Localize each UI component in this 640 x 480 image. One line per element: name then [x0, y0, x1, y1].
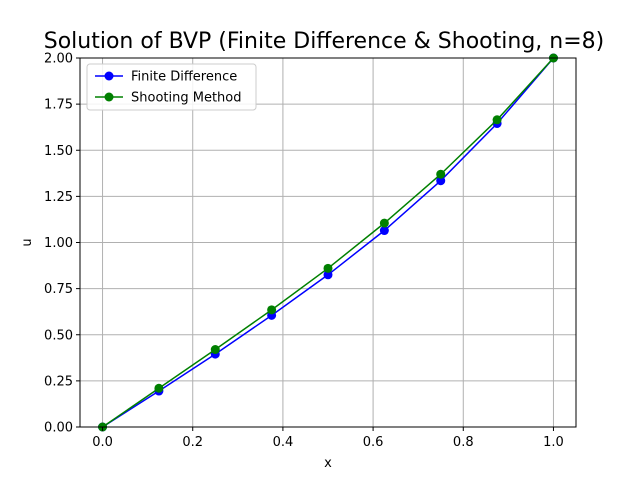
legend-marker-shooting-method — [104, 92, 114, 102]
axis-ticks: 0.0 0.2 0.4 0.6 0.8 1.0 0.00 0.25 0.50 0.75 1.00 1.… — [44, 52, 564, 451]
shooting-method-point — [436, 169, 446, 179]
shooting-method-point — [323, 263, 333, 273]
legend-label-finite-difference: Finite Difference — [131, 70, 237, 85]
legend-box — [86, 63, 257, 111]
shooting-method-point — [154, 383, 164, 393]
chart-title: Solution of BVP (Finite Difference & Sho… — [44, 29, 604, 54]
y-tick-label: 0.25 — [44, 374, 73, 389]
y-tick-label: 0.00 — [44, 421, 73, 436]
y-tick-label: 1.25 — [44, 190, 73, 205]
shooting-method-point — [492, 115, 502, 125]
legend-label-shooting-method: Shooting Method — [131, 91, 242, 106]
y-tick-label: 1.75 — [44, 98, 73, 113]
y-tick-label: 2.00 — [44, 52, 73, 67]
y-tick-label: 1.00 — [44, 236, 73, 251]
finite-difference-point — [323, 270, 333, 280]
shooting-method-point — [267, 305, 277, 315]
x-axis-label: x — [324, 456, 332, 471]
y-axis-label: u — [20, 238, 35, 246]
y-tick-label: 0.50 — [44, 328, 73, 343]
x-tick-label: 0.6 — [363, 435, 384, 450]
y-tick-label: 0.75 — [44, 282, 73, 297]
finite-difference-point — [379, 226, 389, 236]
x-tick-label: 0.0 — [92, 435, 113, 450]
shooting-method-point — [210, 345, 220, 355]
grid — [80, 57, 576, 428]
x-tick-label: 1.0 — [543, 435, 564, 450]
finite-difference-point — [436, 176, 446, 186]
x-tick-label: 0.8 — [453, 435, 474, 450]
y-tick-label: 1.50 — [44, 144, 73, 159]
shooting-method-point — [379, 218, 389, 228]
x-tick-label: 0.4 — [273, 435, 294, 450]
legend-marker-finite-difference — [104, 71, 114, 81]
x-tick-label: 0.2 — [182, 435, 203, 450]
legend: Finite Difference Shooting Method — [86, 63, 257, 111]
series-layer — [98, 53, 558, 432]
